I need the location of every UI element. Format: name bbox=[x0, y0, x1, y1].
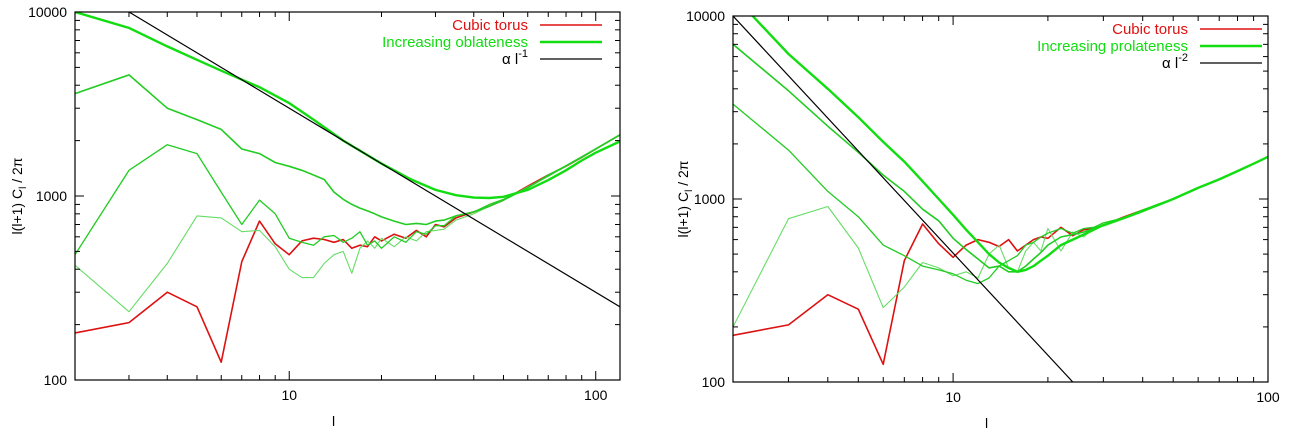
y-tick-label: 10000 bbox=[686, 8, 725, 24]
series-line-1 bbox=[75, 134, 620, 313]
legend-entry-label: Increasing prolateness bbox=[1037, 38, 1188, 55]
y-tick-label: 100 bbox=[702, 374, 726, 390]
x-tick-label: 100 bbox=[584, 387, 608, 403]
y-tick-label: 10000 bbox=[28, 4, 67, 20]
tick-marks bbox=[74, 11, 620, 381]
right-chart: 10 100 100 1000 10000 l l(l+1) Cl / 2π Cubic to… bbox=[675, 8, 1280, 431]
x-axis-label: l bbox=[985, 415, 988, 431]
y-axis-label: l(l+1) Cl / 2π bbox=[675, 160, 695, 237]
series-line-2 bbox=[733, 103, 1268, 285]
series-group bbox=[75, 12, 620, 364]
x-axis-label: l bbox=[332, 413, 335, 429]
y-axis-label: l(l+1) Cl / 2π bbox=[9, 157, 29, 234]
series-line-0 bbox=[733, 156, 1268, 366]
tick-marks bbox=[732, 15, 1269, 383]
series-line-5 bbox=[733, 16, 1074, 382]
series-line-1 bbox=[733, 156, 1268, 328]
plot-frame bbox=[74, 11, 621, 381]
plot-frame bbox=[732, 15, 1269, 383]
x-tick-label: 10 bbox=[945, 389, 961, 405]
series-line-3 bbox=[75, 74, 620, 226]
series-line-2 bbox=[75, 134, 620, 256]
legend-entry-label: Cubic torus bbox=[452, 17, 528, 34]
legend-entry-label: α l-2 bbox=[1162, 52, 1188, 72]
y-tick-label: 1000 bbox=[36, 188, 67, 204]
series-line-0 bbox=[75, 134, 620, 364]
series-line-4 bbox=[751, 16, 1268, 273]
series-line-4 bbox=[75, 12, 620, 200]
series-line-3 bbox=[733, 43, 1268, 273]
legend-entry-label: α l-1 bbox=[502, 48, 528, 68]
x-tick-label: 100 bbox=[1256, 389, 1280, 405]
series-line-5 bbox=[128, 12, 620, 308]
y-tick-label: 1000 bbox=[694, 191, 725, 207]
y-tick-label: 100 bbox=[44, 372, 68, 388]
legend-entry-label: Cubic torus bbox=[1112, 21, 1188, 38]
x-tick-label: 10 bbox=[281, 387, 297, 403]
left-chart: 10 100 100 1000 10000 l l(l+1) Cl / 2π Cubic to… bbox=[9, 4, 621, 429]
legend-entry-label: Increasing oblateness bbox=[382, 34, 528, 51]
series-group bbox=[733, 16, 1268, 382]
